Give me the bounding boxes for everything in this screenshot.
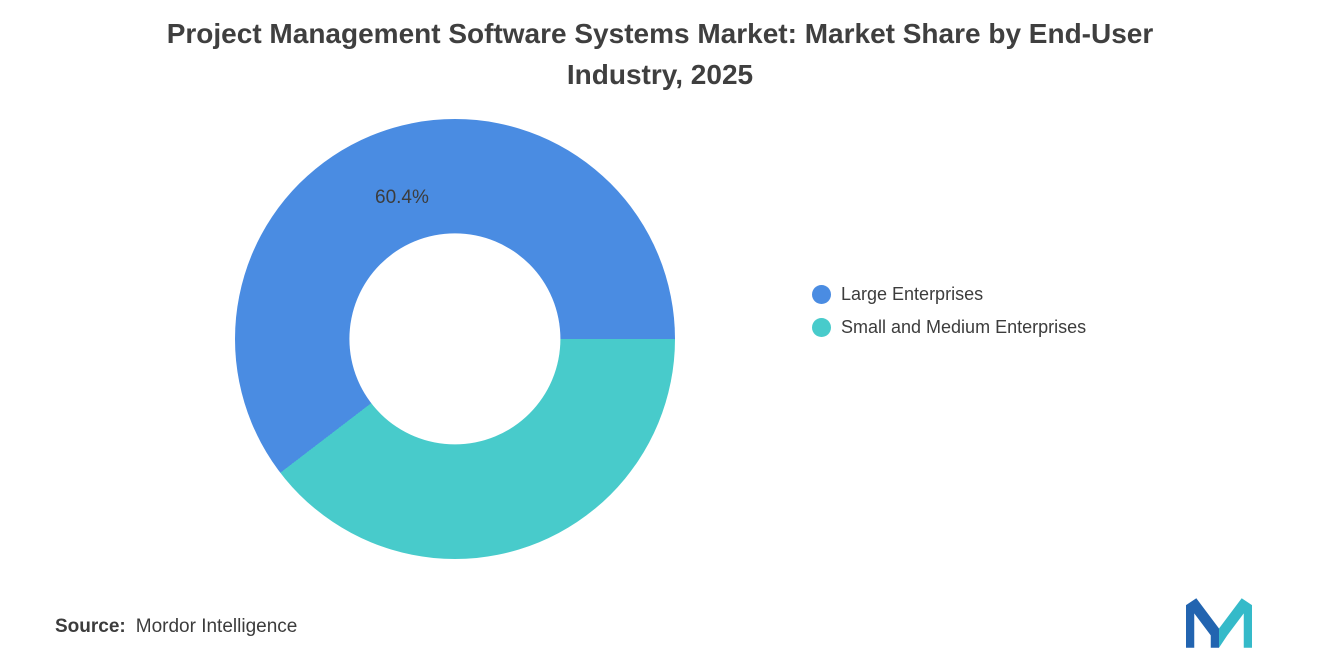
legend-swatch-sme: [812, 318, 831, 337]
chart-title: Project Management Software Systems Mark…: [166, 18, 1154, 90]
legend-label-large-enterprises: Large Enterprises: [841, 284, 984, 304]
chart-legend: Large Enterprises Small and Medium Enter…: [812, 284, 1086, 338]
mordor-intelligence-logo: [1186, 598, 1252, 648]
legend-swatch-large-enterprises: [812, 285, 831, 304]
source-label: Source:: [55, 616, 126, 637]
slice-label-large-enterprises: 60.4%: [375, 187, 429, 208]
legend-label-sme: Small and Medium Enterprises: [841, 317, 1087, 337]
source-row: Source: Mordor Intelligence: [55, 616, 297, 638]
legend-item-large-enterprises: Large Enterprises: [812, 284, 1086, 305]
donut-hole: [349, 233, 561, 445]
donut-chart: 60.4%: [235, 119, 675, 559]
source-text: Mordor Intelligence: [135, 616, 298, 637]
legend-item-sme: Small and Medium Enterprises: [812, 317, 1086, 338]
